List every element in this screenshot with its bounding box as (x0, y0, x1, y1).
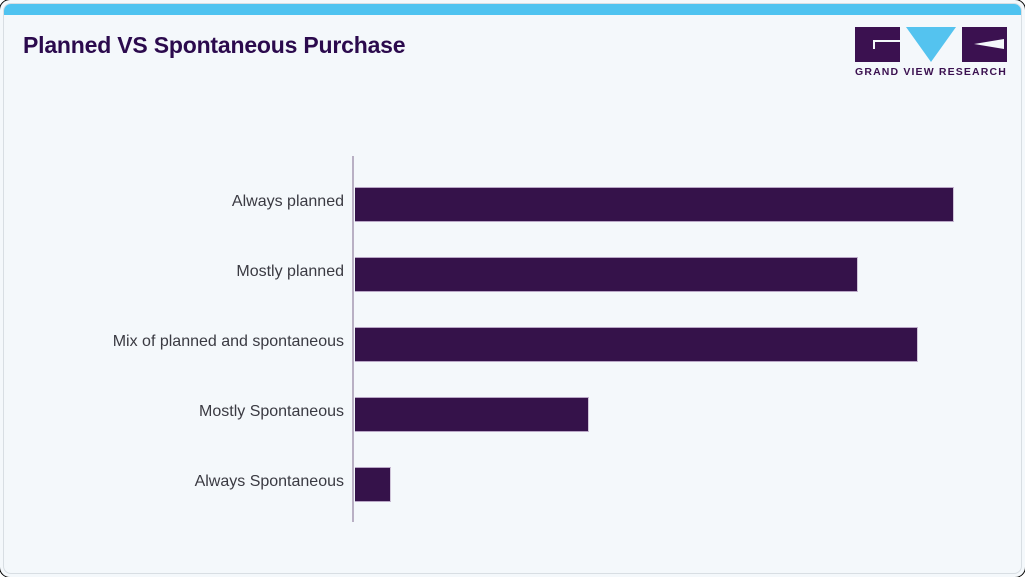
page-title: Planned VS Spontaneous Purchase (23, 32, 406, 58)
bar-row: Mostly planned (4, 239, 1021, 309)
bar-category-label: Always Spontaneous (194, 473, 344, 490)
chart-card-inner: Planned VS Spontaneous Purchase GRAND VI… (3, 3, 1022, 574)
top-accent-strip (4, 4, 1021, 15)
bar-segment (355, 397, 589, 432)
bar-segment (355, 327, 919, 362)
bar-category-label: Mix of planned and spontaneous (112, 333, 344, 350)
logo-letter-r-icon (962, 27, 1007, 62)
bar-row: Always Spontaneous (4, 449, 1021, 519)
bar-segment (355, 467, 391, 502)
logo-letter-v-icon (906, 27, 956, 62)
bar-segment (355, 187, 954, 222)
bar-category-label: Always planned (231, 193, 344, 210)
category-axis-line (352, 156, 354, 522)
logo-v-triangle-icon (906, 27, 956, 62)
bar-category-label: Mostly planned (236, 263, 344, 280)
bar-segment (355, 257, 859, 292)
logo-wordmark: GRAND VIEW RESEARCH (855, 66, 1007, 78)
grand-view-research-logo: GRAND VIEW RESEARCH (855, 27, 1007, 82)
logo-letter-g-icon (855, 27, 900, 62)
bar-chart: Always planned Mostly planned Mix of pla… (4, 4, 1021, 573)
bar-category-label: Mostly Spontaneous (199, 403, 344, 420)
logo-g-notch-icon (873, 40, 900, 49)
bar-row: Mix of planned and spontaneous (4, 309, 1021, 379)
logo-r-wedge-icon (974, 39, 1004, 49)
bar-row: Always planned (4, 169, 1021, 239)
bar-row: Mostly Spontaneous (4, 379, 1021, 449)
